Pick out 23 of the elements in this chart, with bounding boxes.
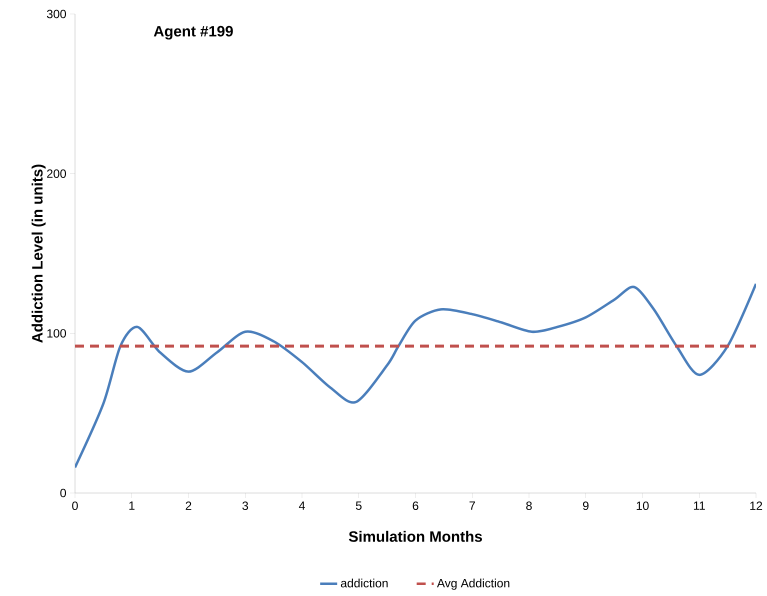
y-tick-label: 100 xyxy=(47,329,66,338)
legend-label: Avg Addiction xyxy=(436,578,510,590)
text: Agent #199 xyxy=(154,26,233,40)
legend-label: addiction xyxy=(340,578,388,588)
x-tick-label: 10 xyxy=(636,502,649,510)
x-tick-label: 6 xyxy=(412,502,418,510)
x-axis-title: Simulation Months xyxy=(348,530,482,542)
x-tick-label: 2 xyxy=(186,502,192,510)
x-tick-label: 8 xyxy=(526,502,532,510)
y-axis-title: Addiction Level (in units) xyxy=(32,164,46,343)
x-tick-label: 5 xyxy=(356,502,362,510)
x-tick-label: 11 xyxy=(694,502,705,510)
x-tick-label: 1 xyxy=(129,502,135,510)
line-series xyxy=(75,282,756,469)
y-tick-label: 300 xyxy=(46,10,66,18)
x-tick-label: 12 xyxy=(750,502,762,510)
y-tick-label: 200 xyxy=(47,169,66,178)
x-tick-label: 7 xyxy=(470,502,475,510)
x-tick-label: 4 xyxy=(298,502,305,510)
x-tick-label: 9 xyxy=(582,502,589,510)
y-tick-label: 0 xyxy=(60,488,66,498)
x-tick-label: 0 xyxy=(72,502,78,510)
x-tick-label: 3 xyxy=(242,502,248,510)
